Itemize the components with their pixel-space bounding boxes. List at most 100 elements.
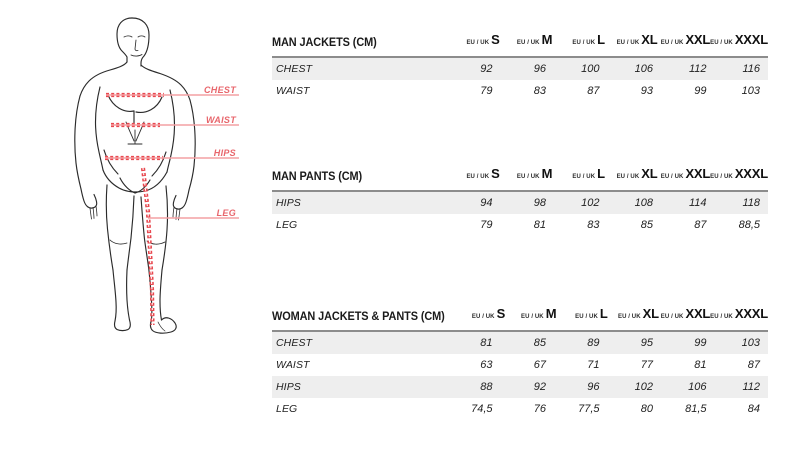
- cell-s: 63: [480, 359, 493, 371]
- cell-s: 81: [480, 337, 493, 349]
- eu-uk-prefix: EU / UK: [616, 174, 640, 180]
- header-divider: [272, 330, 768, 332]
- cell-xl: 102: [634, 381, 653, 393]
- row-label: CHEST: [276, 337, 313, 349]
- cell-xl: 77: [640, 359, 653, 371]
- eu-uk-prefix: EU / UK: [466, 40, 490, 46]
- size-header-s: EU / UK S: [454, 307, 505, 324]
- eu-uk-prefix: EU / UK: [617, 314, 641, 320]
- size-value: L: [597, 166, 605, 181]
- cell-s: 92: [480, 63, 493, 75]
- size-header-m: EU / UK M: [505, 306, 557, 324]
- size-table-woman-jackets-pants: WOMAN JACKETS & PANTS (CM) EU / UK S EU /…: [272, 307, 768, 420]
- row-label: LEG: [276, 219, 298, 231]
- cell-s: 79: [480, 219, 493, 231]
- size-header-xxl: EU / UK XXL: [658, 167, 711, 184]
- size-header-l: EU / UK L: [552, 167, 605, 184]
- cell-l: 83: [587, 219, 600, 231]
- size-header-xxxl: EU / UK XXXL: [710, 307, 768, 324]
- size-header-m: EU / UK M: [500, 33, 553, 50]
- size-header-s: EU / UK S: [447, 32, 500, 50]
- cell-m: 81: [533, 219, 546, 231]
- leader-lines: [105, 94, 239, 219]
- eu-uk-prefix: EU / UK: [710, 314, 733, 320]
- row-values: 88 92 96 102 106 112: [447, 381, 768, 393]
- cell-xl: 80: [640, 403, 653, 415]
- cell-xxxl: 103: [741, 337, 760, 349]
- row-label: HIPS: [276, 197, 301, 209]
- size-value: XXXL: [734, 166, 768, 181]
- size-value: M: [545, 306, 557, 321]
- table-body: CHEST 92 96 100 106 112 116 WAIST 79 83 …: [272, 58, 768, 102]
- cell-m: 76: [533, 403, 546, 415]
- size-header-xl: EU / UK XL: [605, 33, 658, 50]
- size-header-xxxl: EU / UK XXXL: [710, 167, 768, 184]
- table-body: HIPS 94 98 102 108 114 118 LEG 79 81 83 …: [272, 192, 768, 236]
- size-header-l: EU / UK L: [552, 33, 605, 50]
- eu-uk-prefix: EU / UK: [660, 40, 684, 46]
- leg-label: LEG: [217, 208, 236, 218]
- row-values: 94 98 102 108 114 118: [447, 197, 768, 209]
- eu-uk-prefix: EU / UK: [521, 314, 544, 320]
- cell-s: 79: [480, 85, 493, 97]
- cell-l: 87: [587, 85, 600, 97]
- cell-xxxl: 84: [747, 403, 760, 415]
- size-value: L: [599, 306, 608, 321]
- size-value: S: [491, 32, 500, 47]
- size-value: XXXL: [734, 306, 769, 321]
- eu-uk-prefix: EU / UK: [572, 40, 596, 46]
- cell-xxl: 81: [694, 359, 707, 371]
- cell-xl: 85: [640, 219, 653, 231]
- header-divider: [272, 190, 768, 192]
- table-row: HIPS 88 92 96 102 106 112: [272, 376, 768, 398]
- size-value: XXL: [685, 166, 711, 181]
- cell-s: 94: [480, 197, 493, 209]
- hips-label: HIPS: [214, 148, 236, 158]
- eu-uk-prefix: EU / UK: [575, 314, 598, 320]
- size-table-man-pants: MAN PANTS (CM) EU / UK S EU / UK M EU / UK…: [272, 167, 768, 236]
- eu-uk-prefix: EU / UK: [660, 314, 684, 320]
- size-header-xl: EU / UK XL: [608, 307, 659, 324]
- measurement-bands: [105, 92, 164, 326]
- eu-uk-prefix: EU / UK: [616, 40, 640, 46]
- header-divider: [272, 56, 768, 58]
- cell-l: 71: [587, 359, 600, 371]
- table-header-row: WOMAN JACKETS & PANTS (CM) EU / UK S EU /…: [272, 307, 768, 330]
- cell-s: 74,5: [471, 403, 493, 415]
- table-title: WOMAN JACKETS & PANTS (CM): [272, 311, 445, 323]
- cell-xxl: 106: [688, 381, 707, 393]
- cell-xxl: 112: [688, 63, 707, 75]
- row-label: HIPS: [276, 381, 301, 393]
- size-header-xxl: EU / UK XXL: [658, 33, 711, 50]
- table-row: WAIST 63 67 71 77 81 87: [272, 354, 768, 376]
- cell-l: 89: [587, 337, 600, 349]
- cell-xxl: 87: [694, 219, 707, 231]
- eu-uk-prefix: EU / UK: [710, 174, 733, 180]
- size-value: XXL: [685, 32, 711, 47]
- cell-m: 67: [533, 359, 546, 371]
- size-column-headers: EU / UK S EU / UK M EU / UK L EU / UK XL EU …: [454, 307, 768, 324]
- row-values: 81 85 89 95 99 103: [447, 337, 768, 349]
- row-values: 79 83 87 93 99 103: [447, 85, 768, 97]
- eu-uk-prefix: EU / UK: [516, 40, 540, 46]
- table-title: MAN JACKETS (CM): [272, 37, 377, 49]
- table-row: LEG 74,5 76 77,5 80 81,5 84: [272, 398, 768, 420]
- table-row: CHEST 81 85 89 95 99 103: [272, 332, 768, 354]
- table-header-row: MAN PANTS (CM) EU / UK S EU / UK M EU / UK…: [272, 167, 768, 190]
- size-value: L: [597, 32, 605, 47]
- cell-m: 85: [533, 337, 546, 349]
- cell-xl: 95: [640, 337, 653, 349]
- size-value: XL: [642, 306, 659, 321]
- size-header-xl: EU / UK XL: [605, 167, 658, 184]
- row-values: 79 81 83 85 87 88,5: [447, 219, 768, 231]
- size-header-xxl: EU / UK XXL: [659, 307, 711, 324]
- size-value: S: [491, 166, 500, 181]
- eu-uk-prefix: EU / UK: [572, 174, 596, 180]
- size-value: XL: [641, 32, 658, 47]
- row-values: 63 67 71 77 81 87: [447, 359, 768, 371]
- body-outline: [74, 17, 196, 334]
- table-header-row: MAN JACKETS (CM) EU / UK S EU / UK M EU / …: [272, 33, 768, 56]
- cell-xl: 106: [634, 63, 653, 75]
- table-row: CHEST 92 96 100 106 112 116: [272, 58, 768, 80]
- row-label: LEG: [276, 403, 298, 415]
